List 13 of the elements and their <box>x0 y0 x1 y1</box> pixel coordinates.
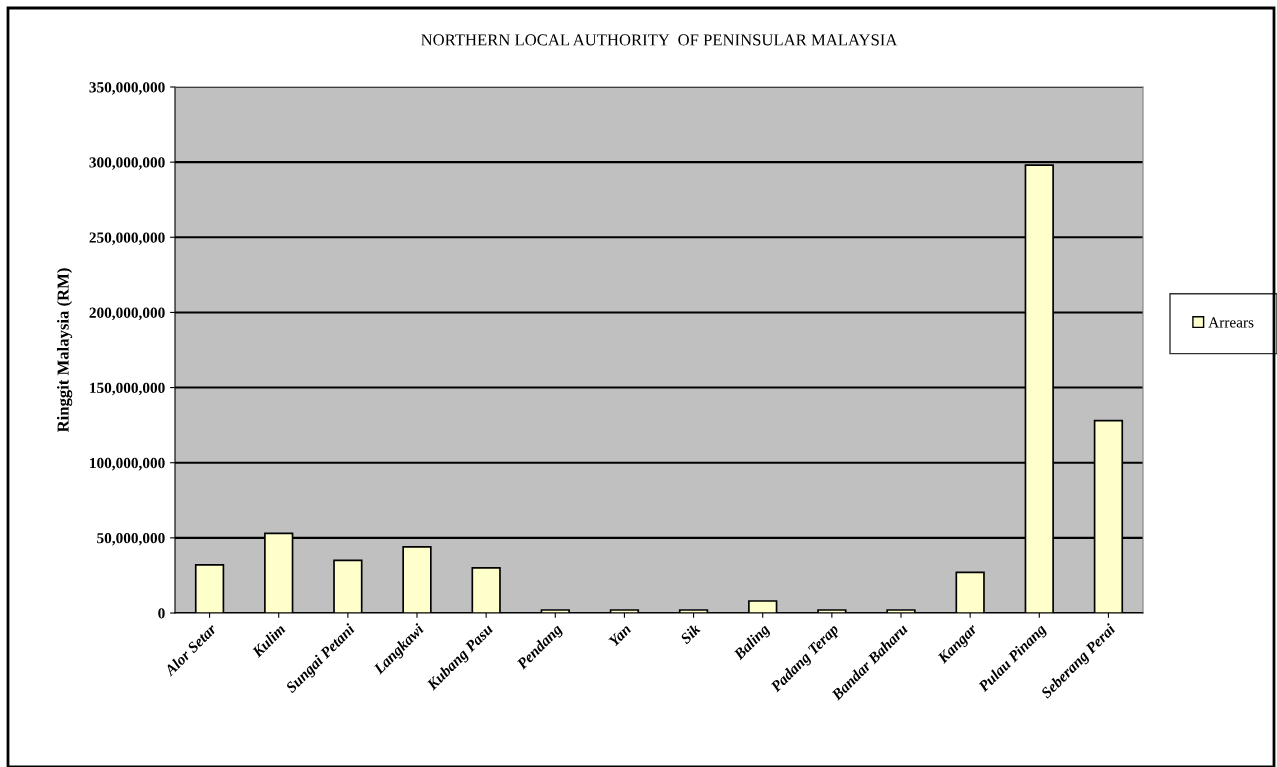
y-tick-label: 150,000,000 <box>90 382 165 396</box>
y-tick-label: 100,000,000 <box>90 457 165 471</box>
y-tick-label: 50,000,000 <box>97 533 165 546</box>
y-tick-label: 0 <box>158 608 165 619</box>
x-tick-label: Yan <box>608 623 632 647</box>
chart-title: NORTHERN LOCAL AUTHORITY OF PENINSULAR MALAYSIA <box>421 34 898 46</box>
y-tick-label: 200,000,000 <box>89 307 165 321</box>
y-tick-label: 300,000,000 <box>89 157 165 170</box>
y-tick-label: 250,000,000 <box>89 232 165 245</box>
legend-label: Arrears <box>1208 317 1254 328</box>
y-tick-label: 350,000,000 <box>89 82 165 95</box>
y-axis-title: Ringgit Malaysia (RM) <box>56 268 73 433</box>
x-tick-label: Sik <box>679 622 702 645</box>
